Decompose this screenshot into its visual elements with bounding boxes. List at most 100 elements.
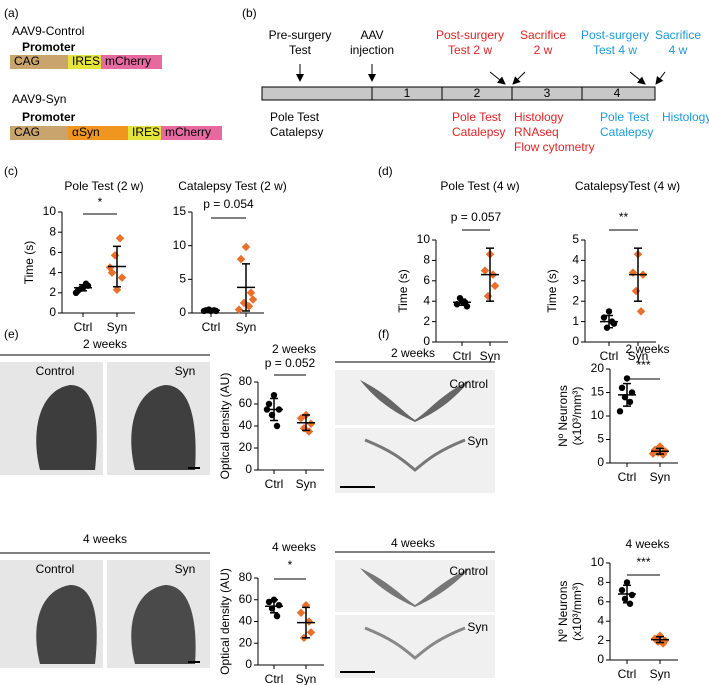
y-tick-label: 1: [572, 314, 579, 328]
data-point: [618, 586, 626, 594]
chart-title: Pole Test (4 w): [440, 179, 519, 193]
data-point: [273, 422, 281, 430]
promoter-label: Promoter: [22, 110, 76, 124]
data-point: [275, 601, 283, 609]
test-label: Pole Test: [600, 110, 650, 124]
event-label: injection: [350, 43, 394, 57]
event-label: Test 4 w: [593, 43, 637, 57]
histology-label: Control: [36, 364, 75, 378]
y-tick-label: 0: [49, 305, 56, 319]
y-tick-label: 6: [423, 273, 430, 287]
histology-title: 4 weeks: [83, 532, 127, 546]
event-label: Sacrifice: [520, 28, 566, 42]
x-tick-label: Syn: [107, 320, 128, 334]
x-tick-label: Ctrl: [453, 349, 472, 363]
data-point: [115, 234, 125, 243]
data-point: [618, 384, 626, 391]
y-tick-label: 60: [239, 592, 253, 606]
data-point: [480, 266, 490, 275]
data-point: [72, 289, 80, 296]
data-point: [112, 285, 122, 295]
x-tick-label: Ctrl: [618, 667, 637, 681]
y-tick-label: 5: [572, 232, 579, 246]
data-point: [304, 617, 314, 626]
test-label: Flow cytometry: [514, 140, 595, 154]
construct-element: [128, 126, 161, 140]
y-tick-label: 40: [239, 418, 253, 432]
data-point: [628, 268, 638, 277]
histology-label: Syn: [175, 562, 196, 576]
x-tick-label: Syn: [650, 667, 671, 681]
event-label: 4 w: [669, 43, 688, 57]
test-label: Histology: [514, 110, 563, 124]
panel-label: (f): [378, 327, 389, 341]
data-point: [483, 291, 493, 301]
data-point: [306, 419, 316, 429]
histology-label: Control: [449, 564, 488, 578]
y-tick-label: 10: [591, 555, 605, 569]
y-tick-label: 8: [423, 253, 430, 267]
y-tick-label: 80: [239, 570, 253, 584]
construct-element: [101, 55, 162, 69]
panel-label: (e): [4, 327, 19, 341]
y-tick-label: 0: [245, 657, 252, 671]
chart-title: CatalepsyTest (4 w): [575, 179, 680, 193]
data-point: [82, 280, 90, 287]
construct-name: AAV9-Control: [12, 24, 84, 38]
y-tick-label: 0: [597, 455, 604, 469]
chart-title: 4 weeks: [272, 540, 316, 554]
y-axis-label: Time (s): [396, 269, 410, 313]
y-tick-label: 20: [239, 440, 253, 454]
construct-element: [10, 55, 68, 69]
chart-title: Catalepsy Test (2 w): [178, 179, 287, 193]
y-tick-label: 60: [239, 396, 253, 410]
construct-element-label: CAG: [14, 125, 40, 139]
construct-element-label: IRES: [72, 54, 100, 68]
construct-element-label: IRES: [132, 125, 160, 139]
data-point: [117, 273, 127, 282]
event-label: Post-surgery: [436, 28, 504, 42]
timeline-segment: 3: [544, 86, 551, 100]
test-label: Catalepsy: [600, 125, 653, 139]
construct-element-label: mCherry: [105, 54, 151, 68]
y-tick-label: 4: [49, 265, 56, 279]
y-tick-label: 15: [173, 204, 187, 218]
timeline-segment: 2: [474, 86, 481, 100]
y-tick-label: 0: [179, 305, 186, 319]
data-point: [234, 305, 244, 314]
y-tick-label: 2: [423, 314, 430, 328]
y-tick-label: 20: [239, 635, 253, 649]
construct-element-label: mCherry: [165, 125, 211, 139]
test-label: Pole Test: [270, 110, 320, 124]
panel-label: (a): [4, 6, 19, 20]
y-axis-label: Optical density (AU): [218, 568, 232, 675]
x-tick-label: Syn: [480, 349, 501, 363]
construct-element: [161, 126, 222, 140]
data-point: [241, 242, 251, 252]
y-tick-label: 2: [597, 633, 604, 647]
timeline-segment: 4: [614, 86, 621, 100]
significance: p = 0.054: [203, 197, 254, 211]
panel-label: (b): [242, 6, 257, 20]
significance: **: [619, 210, 629, 224]
y-tick-label: 2: [572, 293, 579, 307]
significance: *: [98, 195, 103, 209]
chart-title: 4 weeks: [625, 537, 669, 551]
data-point: [244, 302, 254, 311]
timeline-bar: [261, 86, 656, 101]
data-point: [265, 400, 273, 408]
x-tick-label: Ctrl: [74, 320, 93, 334]
y-tick-label: 10: [417, 232, 431, 246]
event-label: Test: [289, 43, 312, 57]
data-point: [296, 414, 306, 423]
y-tick-label: 6: [49, 245, 56, 259]
y-axis-label: Time (s): [545, 269, 559, 313]
construct-element-label: αSyn: [72, 125, 100, 139]
significance: p = 0.057: [451, 210, 502, 224]
event-arrow: [489, 71, 506, 85]
x-tick-label: Ctrl: [600, 349, 619, 363]
y-tick-label: 0: [245, 462, 252, 476]
x-tick-label: Syn: [296, 477, 317, 491]
y-tick-label: 8: [597, 575, 604, 589]
